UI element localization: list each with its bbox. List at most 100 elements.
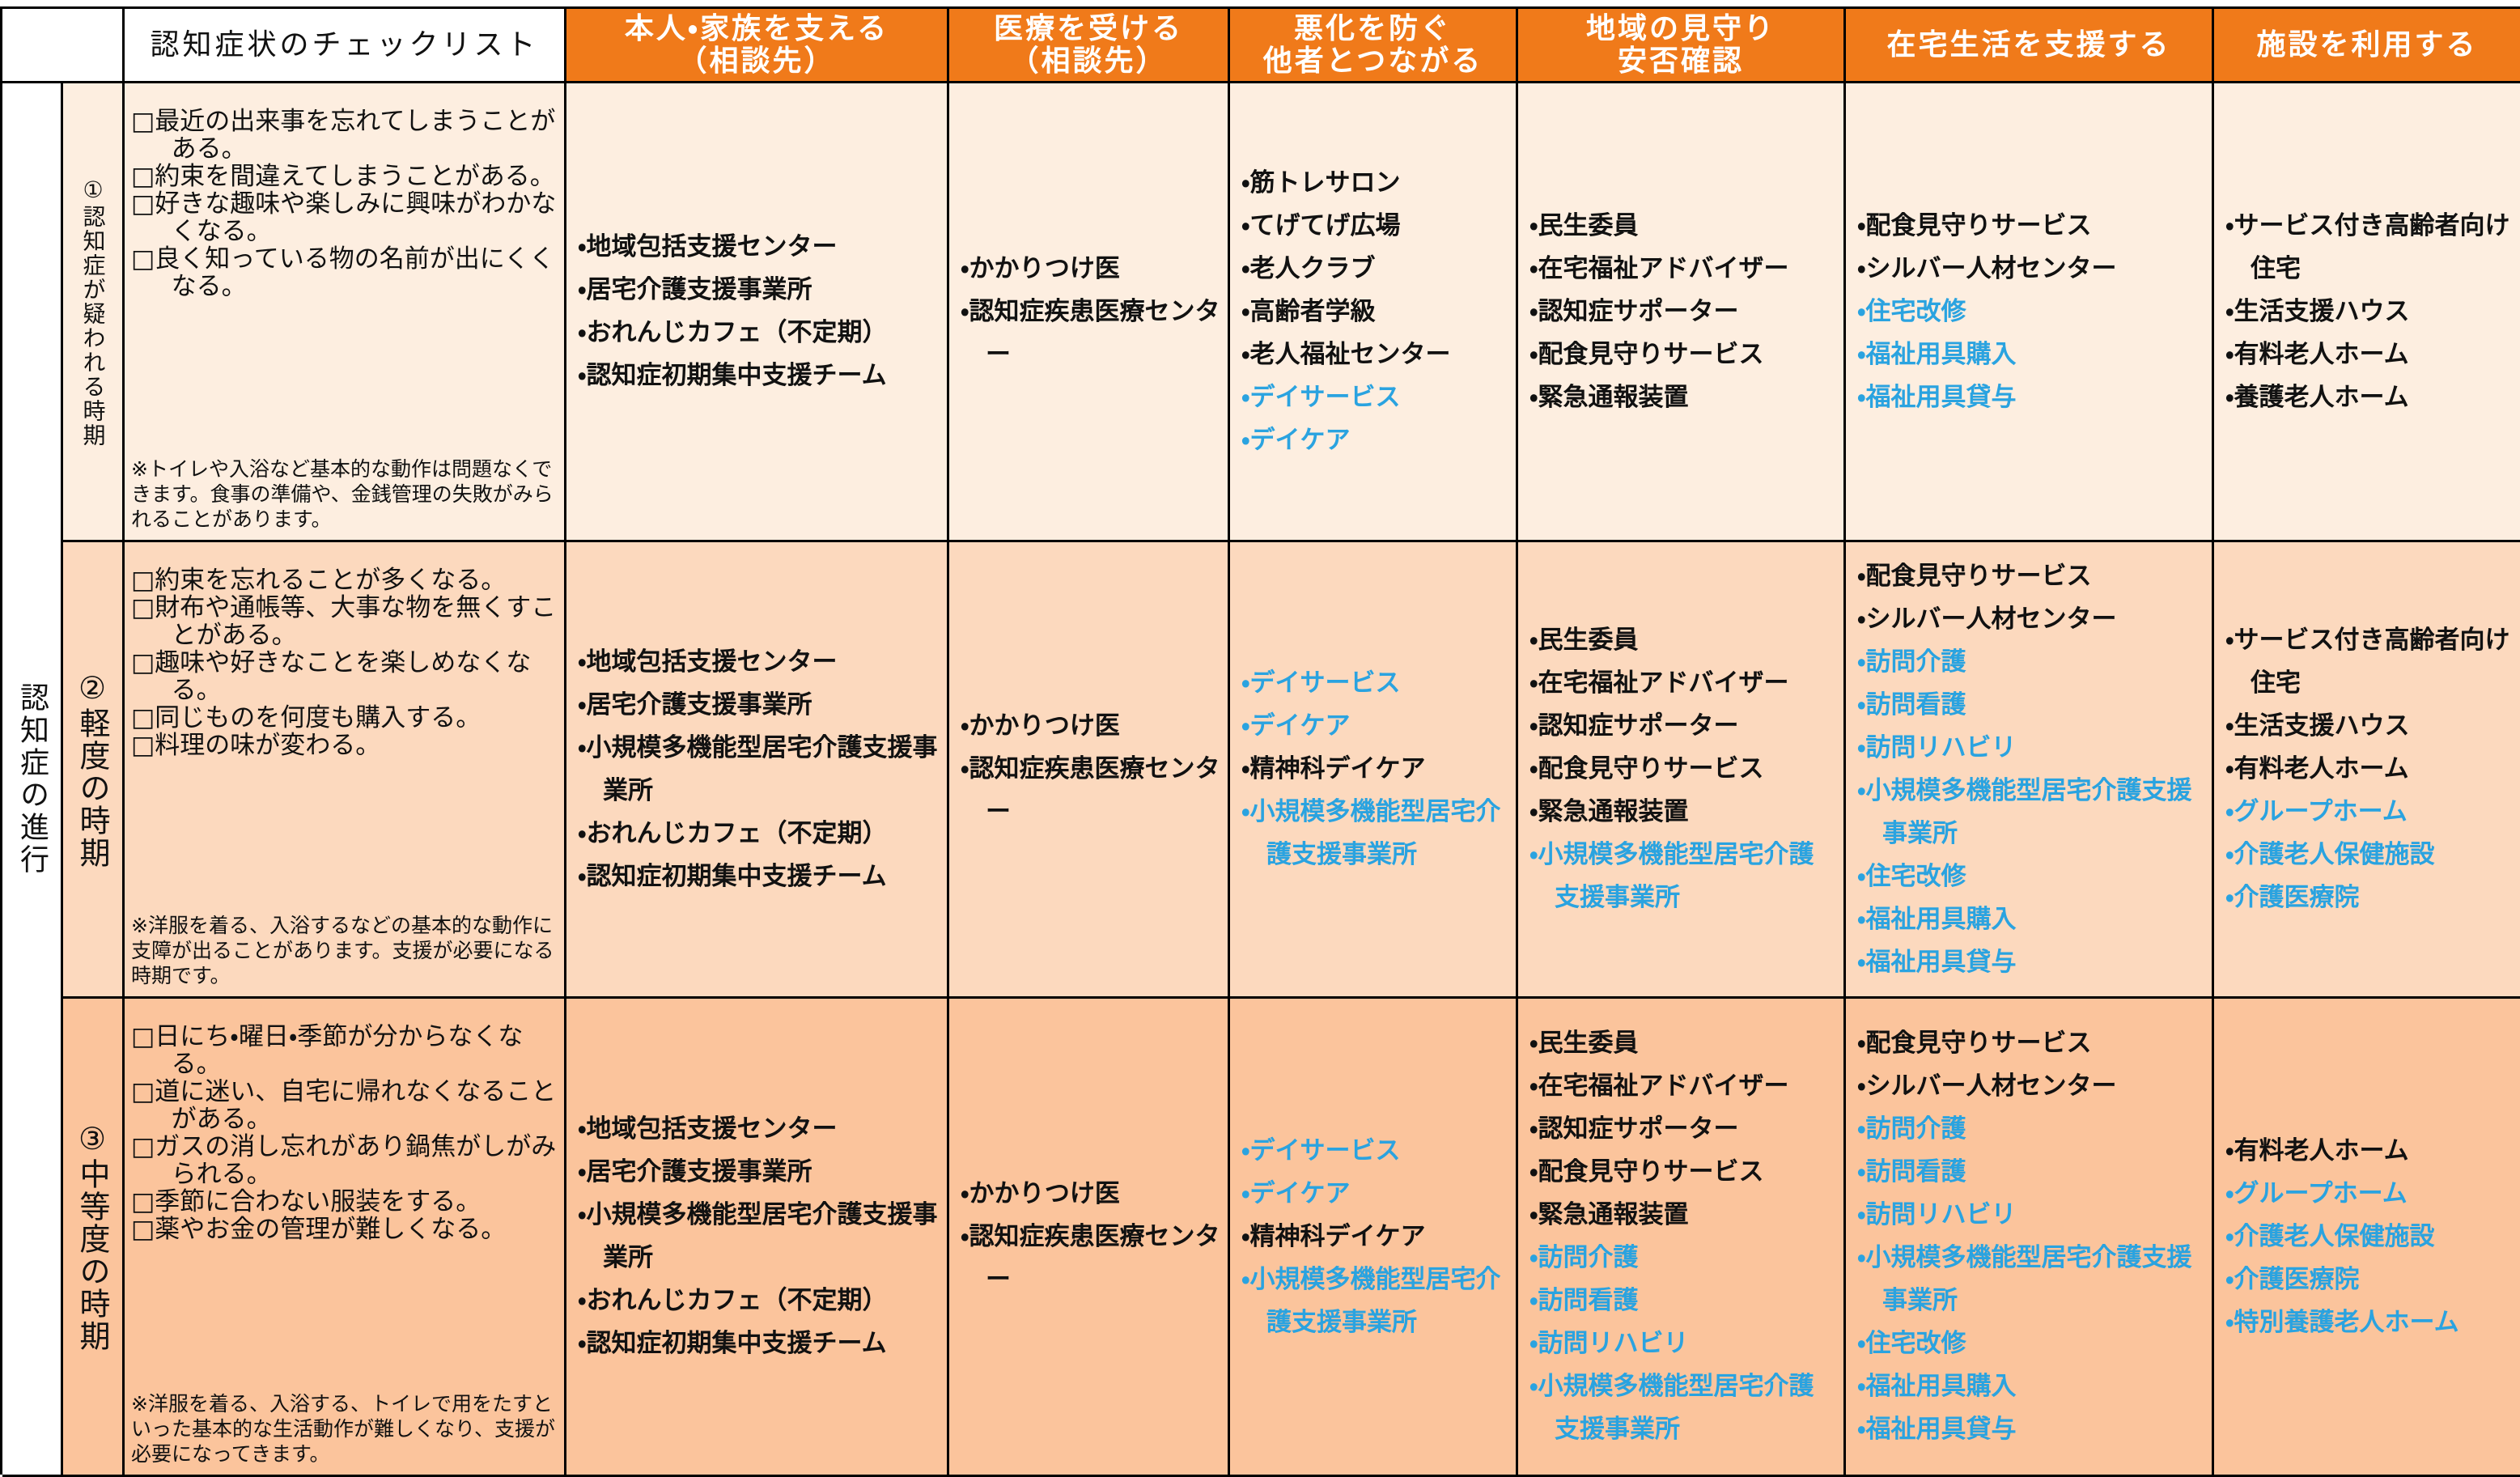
service-item: ・配食見守りサービス <box>1529 339 1764 369</box>
service-cell: ・配食見守りサービス ・シルバー人材センター ・訪問介護 ・訪問看護 ・訪問リハビリ ・小… <box>1846 999 2214 1477</box>
service-item: ・デイケア <box>1241 425 1351 455</box>
checklist-cell: □約束を忘れることが多くなる。 □財布や通帳等、大事な物を無くすことがある。 □趣味… <box>125 542 566 999</box>
service-item: ・民生委員 <box>1529 626 1639 655</box>
service-item: ・筋トレサロン <box>1241 168 1401 197</box>
service-item: ・小規模多機能型居宅介護支援事業所 <box>1857 775 2192 848</box>
service-cell: ・デイサービス ・デイケア ・精神科デイケア ・小規模多機能型居宅介護支援事業所 <box>1230 542 1518 999</box>
service-item: ・訪問介護 <box>1857 647 1966 677</box>
service-item: ・デイサービス <box>1241 668 1401 698</box>
checklist: □日にち・曜日・季節が分からなくなる。 □道に迷い、自宅に帰れなくなることがある。… <box>131 1023 559 1243</box>
service-item: ・居宅介護支援事業所 <box>578 690 812 719</box>
service-cell: ・民生委員 ・在宅福祉アドバイザー ・認知症サポーター ・配食見守りサービス ・緊急通報… <box>1518 83 1846 542</box>
service-cell: ・かかりつけ医・認知症疾患医療センター <box>949 83 1230 542</box>
checklist-item: □約束を忘れることが多くなる。 <box>131 566 507 595</box>
service-item: ・認知症疾患医療センター <box>961 296 1220 369</box>
service-item: ・かかりつけ医 <box>961 1178 1120 1208</box>
service-item: ・緊急通報装置 <box>1529 1200 1689 1229</box>
service-item: ・在宅福祉アドバイザー <box>1529 253 1789 283</box>
service-item: ・地域包括支援センター <box>578 1114 838 1144</box>
service-list: ・民生委員 ・在宅福祉アドバイザー ・認知症サポーター ・配食見守りサービス ・緊急通報… <box>1529 1022 1839 1451</box>
checklist-item: □最近の出来事を忘れてしまうことがある。 <box>131 107 556 163</box>
checklist: □最近の出来事を忘れてしまうことがある。 □約束を間違えてしまうことがある。 □好き… <box>131 108 559 300</box>
service-item: ・てげてげ広場 <box>1241 210 1401 240</box>
service-list: ・かかりつけ医 ・認知症疾患医療センター <box>961 705 1223 834</box>
service-item: ・小規模多機能型居宅介護支援事業所 <box>578 732 938 805</box>
service-item: ・介護医療院 <box>2225 883 2360 912</box>
service-list: ・有料老人ホーム ・グループホーム ・介護老人保健施設 ・介護医療院 ・特別養護老人ホー… <box>2225 1130 2459 1344</box>
care-pathway-table: 認知症状のチェックリスト 認知症の進行 本人・家族を支える （相談先） 医療を受ける… <box>0 6 2520 1477</box>
service-item: ・生活支援ハウス <box>2225 711 2410 741</box>
stage-label: ③中等度の時期 <box>63 999 125 1477</box>
service-item: ・訪問看護 <box>1857 690 1966 719</box>
service-item: ・介護老人保健施設 <box>2225 1221 2435 1251</box>
service-list: ・民生委員 ・在宅福祉アドバイザー ・認知症サポーター ・配食見守りサービス ・緊急通報… <box>1529 205 1789 419</box>
service-cell: ・サービス付き高齢者向け住宅 ・生活支援ハウス ・有料老人ホーム ・養護老人ホーム <box>2214 83 2520 542</box>
column-header: 在宅生活を支援する <box>1846 9 2214 83</box>
service-list: ・かかりつけ医・認知症疾患医療センター <box>961 248 1223 376</box>
service-item: ・認知症初期集中支援チーム <box>578 361 887 390</box>
service-item: ・訪問看護 <box>1529 1286 1639 1315</box>
service-cell: ・かかりつけ医 ・認知症疾患医療センター <box>949 999 1230 1477</box>
checklist-cell: □日にち・曜日・季節が分からなくなる。 □道に迷い、自宅に帰れなくなることがある。… <box>125 999 566 1477</box>
header-text: （相談先） <box>1009 44 1168 78</box>
service-item: ・小規模多機能型居宅介護支援事業所 <box>578 1200 938 1272</box>
service-item: ・配食見守りサービス <box>1857 210 2092 240</box>
checklist-item: □道に迷い、自宅に帰れなくなることがある。 <box>131 1077 557 1134</box>
service-item: ・認知症初期集中支援チーム <box>578 861 887 891</box>
column-header: 医療を受ける （相談先） <box>949 9 1230 83</box>
checklist-note: ※トイレや入浴など基本的な動作は問題なくできます。食事の準備や、金銭管理の失敗が… <box>131 457 554 531</box>
progress-label: 認知症の進行 <box>2 83 63 1477</box>
service-item: ・福祉用具購入 <box>1857 339 2017 369</box>
service-item: ・住宅改修 <box>1857 1329 1966 1358</box>
service-item: ・おれんじカフェ（不定期） <box>578 318 888 347</box>
service-item: ・グループホーム <box>2225 1178 2408 1208</box>
service-item: ・グループホーム <box>2225 797 2408 826</box>
service-item: ・配食見守りサービス <box>1857 561 2092 591</box>
service-item: ・小規模多機能型居宅介護支援事業所 <box>1241 1264 1501 1337</box>
service-cell: ・地域包括支援センター ・居宅介護支援事業所 ・小規模多機能型居宅介護支援事業所 ・お… <box>566 542 949 999</box>
service-item: ・シルバー人材センター <box>1857 1072 2117 1101</box>
service-list: ・地域包括支援センター ・居宅介護支援事業所・おれんじカフェ（不定期） ・認知症初期… <box>578 226 888 397</box>
checklist: □約束を忘れることが多くなる。 □財布や通帳等、大事な物を無くすことがある。 □趣味… <box>131 567 559 759</box>
service-item: ・小規模多機能型居宅介護支援事業所 <box>1529 840 1814 912</box>
service-item: ・認知症サポーター <box>1529 711 1739 741</box>
checklist-item: □季節に合わない服装をする。 <box>131 1187 482 1216</box>
service-cell: ・配食見守りサービス ・シルバー人材センター ・訪問介護 ・訪問看護 ・訪問リハビリ ・小… <box>1846 542 2214 999</box>
service-item: ・住宅改修 <box>1857 861 1966 891</box>
service-item: ・訪問リハビリ <box>1857 1200 2017 1229</box>
service-item: ・デイケア <box>1241 711 1351 741</box>
service-item: ・民生委員 <box>1529 1029 1639 1058</box>
service-item: ・かかりつけ医 <box>961 253 1120 283</box>
service-item: ・シルバー人材センター <box>1857 253 2117 283</box>
service-item: ・福祉用具購入 <box>1857 1372 2017 1401</box>
service-cell: ・民生委員 ・在宅福祉アドバイザー ・認知症サポーター ・配食見守りサービス ・緊急通報… <box>1518 999 1846 1477</box>
service-cell: ・筋トレサロン ・てげてげ広場 ・老人クラブ ・高齢者学級 ・老人福祉センター ・デイサー… <box>1230 83 1518 542</box>
checklist-item: □同じものを何度も購入する。 <box>131 703 482 732</box>
service-item: ・福祉用具貸与 <box>1857 382 2017 412</box>
service-item: ・有料老人ホーム <box>2225 339 2409 369</box>
service-item: ・住宅改修 <box>1857 296 1966 326</box>
service-item: ・地域包括支援センター <box>578 232 838 261</box>
service-list: ・配食見守りサービス ・シルバー人材センター ・訪問介護 ・訪問看護 ・訪問リハビリ ・小… <box>1857 1022 2207 1451</box>
service-item: ・訪問看護 <box>1857 1157 1966 1186</box>
service-item: ・養護老人ホーム <box>2225 382 2409 412</box>
service-list: ・かかりつけ医 ・認知症疾患医療センター <box>961 1173 1223 1301</box>
header-text: 在宅生活を支援する <box>1886 28 2171 62</box>
service-item: ・訪問リハビリ <box>1529 1329 1689 1358</box>
checklist-item: □薬やお金の管理が難しくなる。 <box>131 1215 507 1244</box>
checklist-item: □料理の味が変わる。 <box>131 731 381 760</box>
service-item: ・デイケア <box>1241 1178 1351 1208</box>
service-item: ・おれんじカフェ（不定期） <box>578 1286 888 1315</box>
checklist-item: □ガスの消し忘れがあり鍋焦がしがみられる。 <box>131 1132 557 1189</box>
service-item: ・緊急通報装置 <box>1529 797 1689 826</box>
service-item: ・デイサービス <box>1241 1135 1401 1165</box>
service-item: ・民生委員 <box>1529 210 1639 240</box>
checklist-note: ※洋服を着る、入浴するなどの基本的な動作に支障が出ることがあります。支援が必要に… <box>131 914 554 987</box>
checklist-item: □約束を間違えてしまうことがある。 <box>131 162 555 191</box>
service-item: ・小規模多機能型居宅介護支援事業所 <box>1529 1372 1814 1444</box>
service-list: ・配食見守りサービス ・シルバー人材センター ・住宅改修・福祉用具購入 ・福祉用具貸与 <box>1857 205 2117 419</box>
service-item: ・サービス付き高齢者向け住宅 <box>2225 626 2510 698</box>
service-list: ・地域包括支援センター ・居宅介護支援事業所 ・小規模多機能型居宅介護支援事業所 ・お… <box>578 641 942 898</box>
service-item: ・居宅介護支援事業所 <box>578 275 812 304</box>
